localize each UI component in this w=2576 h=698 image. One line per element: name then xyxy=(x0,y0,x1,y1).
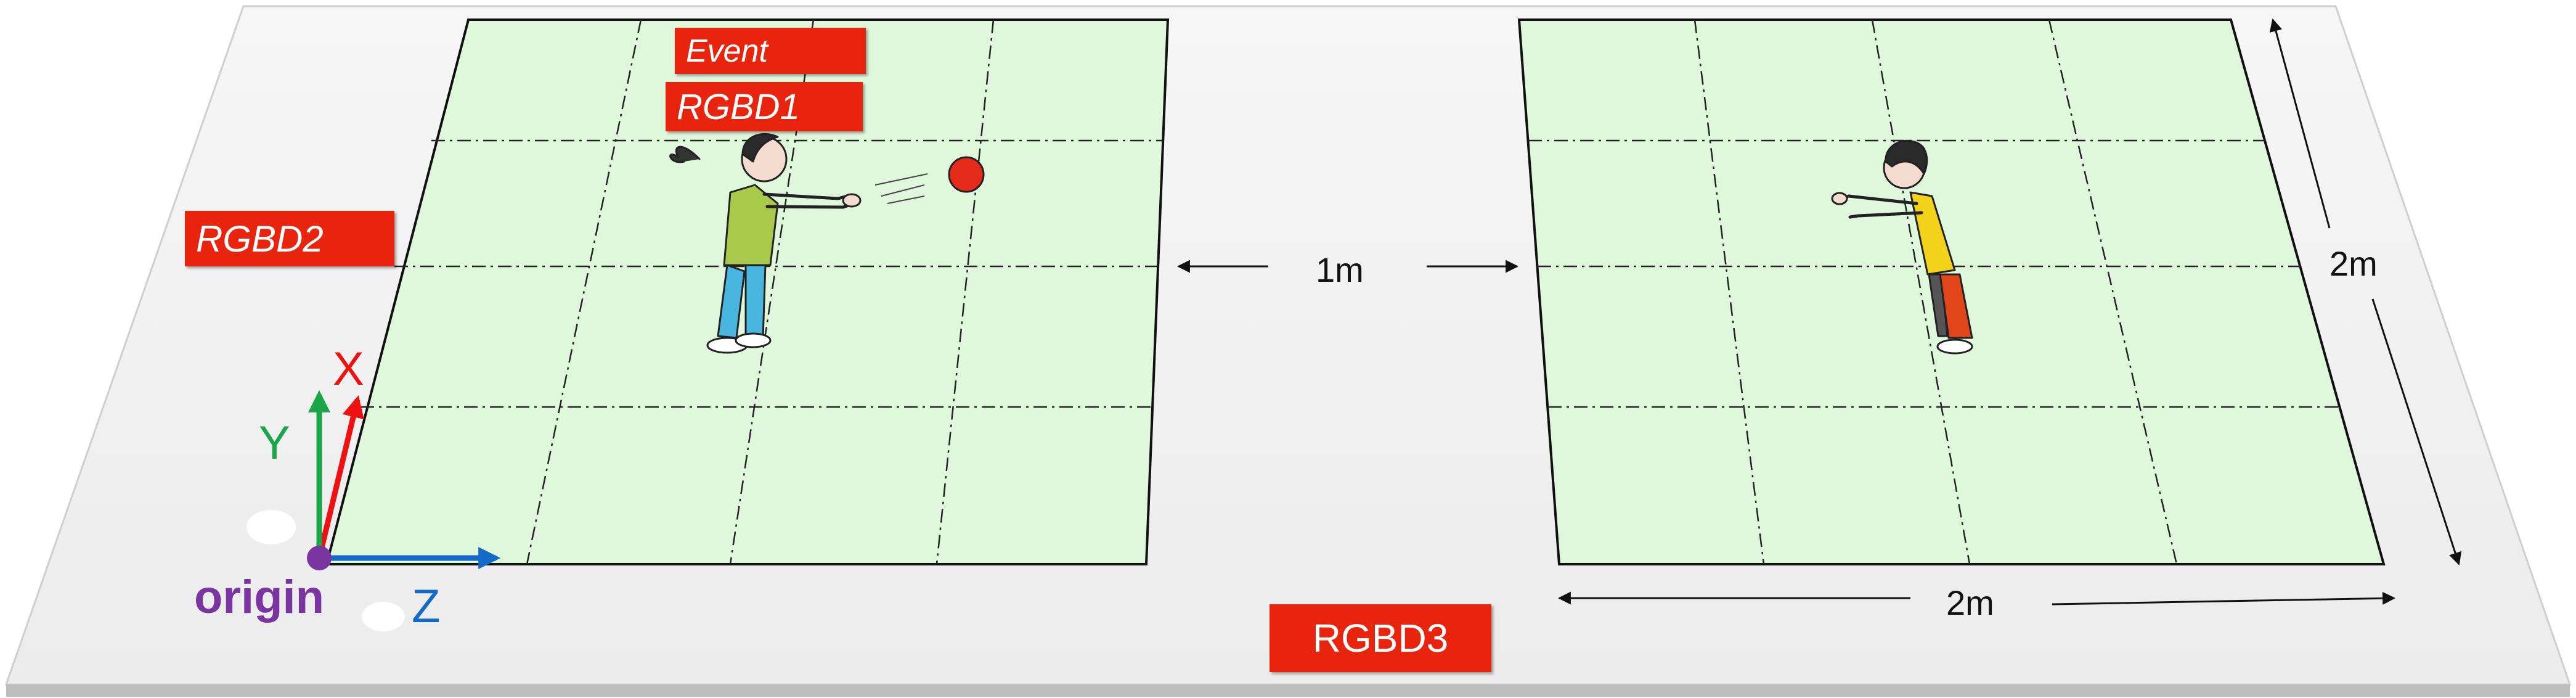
boy-figure xyxy=(1831,139,1973,355)
event-label: Event xyxy=(675,28,866,74)
origin-label: origin xyxy=(194,571,325,623)
rgbd1-label: RGBD1 xyxy=(666,82,863,131)
origin-point xyxy=(307,546,332,570)
rgbd2-label: RGBD2 xyxy=(185,211,394,266)
dimension-depth-top-arrow xyxy=(2269,18,2331,229)
ball xyxy=(874,156,985,204)
rgbd3-label: RGBD3 xyxy=(1270,604,1491,672)
dimension-width-right-arrow xyxy=(2052,591,2396,606)
girl-figure xyxy=(669,133,862,354)
x-axis-label: X xyxy=(333,343,364,395)
y-axis-label: Y xyxy=(259,417,290,469)
z-axis-label: Z xyxy=(412,580,441,633)
width-label: 2m xyxy=(1946,583,1994,622)
distance-label: 1m xyxy=(1316,250,1364,289)
coordinate-axes xyxy=(247,390,501,631)
floor-edge xyxy=(6,684,2570,697)
dimension-depth-bottom-arrow xyxy=(2371,298,2462,565)
depth-label: 2m xyxy=(2329,244,2378,283)
x-axis-arrow xyxy=(316,395,364,559)
